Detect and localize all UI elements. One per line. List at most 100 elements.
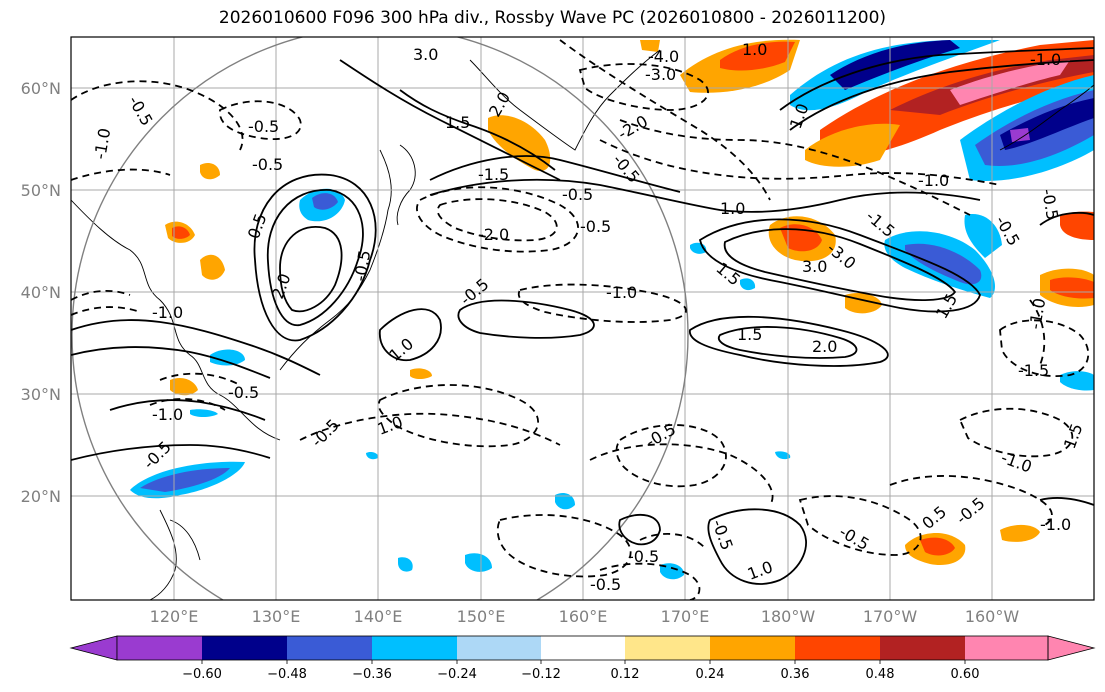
colorbar-tick-label: −0.36 — [352, 667, 392, 682]
colorbar-segment — [457, 636, 541, 660]
contour-positive — [718, 326, 858, 359]
coastline-philippines — [149, 509, 177, 600]
colorbar-segment — [965, 636, 1048, 660]
lat-tick-label: 50°N — [21, 181, 61, 200]
contour-positive — [339, 59, 561, 181]
contour-label: 1.0 — [720, 199, 745, 218]
colorbar-segment — [880, 636, 965, 660]
lon-tick-label: 130°E — [252, 607, 301, 626]
contour-positive — [266, 189, 364, 326]
shaded-field — [130, 39, 1094, 580]
shade-positive — [172, 226, 190, 239]
contour-positive — [789, 59, 1094, 131]
contour-label: -1.0 — [918, 171, 949, 190]
colorbar-segment — [372, 636, 457, 660]
shade-negative — [465, 553, 492, 572]
contour-label: -0.5 — [248, 117, 279, 136]
contour-positive — [429, 155, 681, 193]
contour-label: -1.0 — [1040, 515, 1071, 534]
colorbar-segment — [202, 636, 287, 660]
coastline-kamchatka — [469, 49, 661, 151]
colorbar: −0.60 −0.48 −0.36 −0.24 −0.12 0.12 0.24 … — [69, 635, 1096, 682]
contour-positive — [779, 47, 1094, 111]
contour-negative — [71, 306, 141, 316]
contour-label: -0.5 — [252, 155, 283, 174]
colorbar-ticks — [201, 660, 966, 664]
contour-label: -1.0 — [1030, 50, 1061, 69]
colorbar-tick-label: −0.48 — [267, 667, 307, 682]
lat-tick-label: 20°N — [21, 487, 61, 506]
colorbar-segment — [795, 636, 880, 660]
contour-positive — [618, 513, 661, 546]
lat-tick-label: 30°N — [21, 385, 61, 404]
contour-negative — [149, 398, 226, 411]
shade-positive — [950, 60, 1070, 105]
contour-positive — [429, 178, 981, 213]
contour-negative — [377, 384, 539, 448]
contour-label: 1.5 — [445, 113, 470, 132]
contour-label: -4.0 — [648, 47, 679, 66]
contour-negative — [299, 412, 561, 446]
contour-negative — [219, 100, 302, 140]
dashed-contours — [71, 39, 1090, 600]
lon-tick-label: 170°E — [661, 607, 710, 626]
contour-positive — [253, 173, 377, 342]
lon-axis: 120°E 130°E 140°E 150°E 160°E 170°E 180°… — [150, 607, 1020, 626]
contour-negative — [496, 514, 632, 578]
solid-contours — [71, 47, 1094, 585]
shade-negative — [398, 557, 413, 572]
colorbar-tick-label: −0.12 — [521, 667, 561, 682]
contour-positive — [109, 399, 266, 421]
contour-negative — [889, 475, 1053, 526]
colorbar-segment — [710, 636, 795, 660]
shade-positive — [1060, 211, 1094, 240]
contour-positive — [457, 299, 595, 339]
lat-tick-label: 40°N — [21, 283, 61, 302]
contour-negative — [999, 319, 1090, 377]
shade-negative — [790, 40, 1000, 111]
contour-label: -1.0 — [152, 405, 183, 424]
lat-tick-label: 60°N — [21, 79, 61, 98]
contour-positive — [1039, 497, 1094, 506]
colorbar-tick-label: −0.60 — [182, 667, 222, 682]
contour-positive — [723, 228, 957, 301]
colorbar-tick-label: 0.60 — [951, 667, 980, 682]
contour-negative — [517, 283, 687, 323]
contour-negative — [436, 198, 558, 242]
shade-negative — [964, 214, 1002, 258]
contour-negative — [958, 407, 1074, 458]
contour-positive — [698, 218, 981, 313]
contour-negative — [619, 119, 971, 216]
colorbar-extend-max — [1047, 635, 1096, 661]
contour-label: -1.0 — [606, 283, 637, 302]
shade-negative — [1010, 128, 1030, 142]
contour-negative — [615, 424, 727, 488]
lon-tick-label: 140°E — [354, 607, 403, 626]
shade-negative — [312, 193, 338, 210]
shade-positive — [1050, 277, 1094, 299]
contour-positive — [379, 308, 442, 361]
colorbar-tick-label: −0.24 — [437, 667, 477, 682]
figure-title: 2026010600 F096 300 hPa div., Rossby Wav… — [218, 8, 887, 28]
reference-circle — [71, 37, 689, 600]
colorbar-segment — [541, 636, 625, 660]
contour-negative — [599, 562, 701, 600]
shade-negative — [775, 451, 791, 460]
contour-label: -0.5 — [562, 185, 593, 204]
colorbar-segment — [117, 636, 202, 660]
contour-negative — [159, 372, 241, 386]
shade-positive — [640, 40, 660, 52]
lon-tick-label: 120°E — [150, 607, 199, 626]
contour-positive — [71, 444, 271, 461]
shade-positive — [920, 537, 955, 556]
contour-negative — [798, 495, 922, 556]
map-frame — [70, 36, 1095, 601]
shade-positive — [410, 368, 432, 379]
shade-negative — [905, 243, 982, 285]
shade-negative — [740, 278, 756, 291]
contour-negative — [589, 443, 774, 506]
map-panel: 3.0 -4.0 -3.0 1.0 -1.0 -0.5 -0.5 -1.0 -0… — [71, 37, 1094, 600]
contour-positive — [1039, 211, 1094, 226]
shade-negative — [366, 451, 379, 460]
